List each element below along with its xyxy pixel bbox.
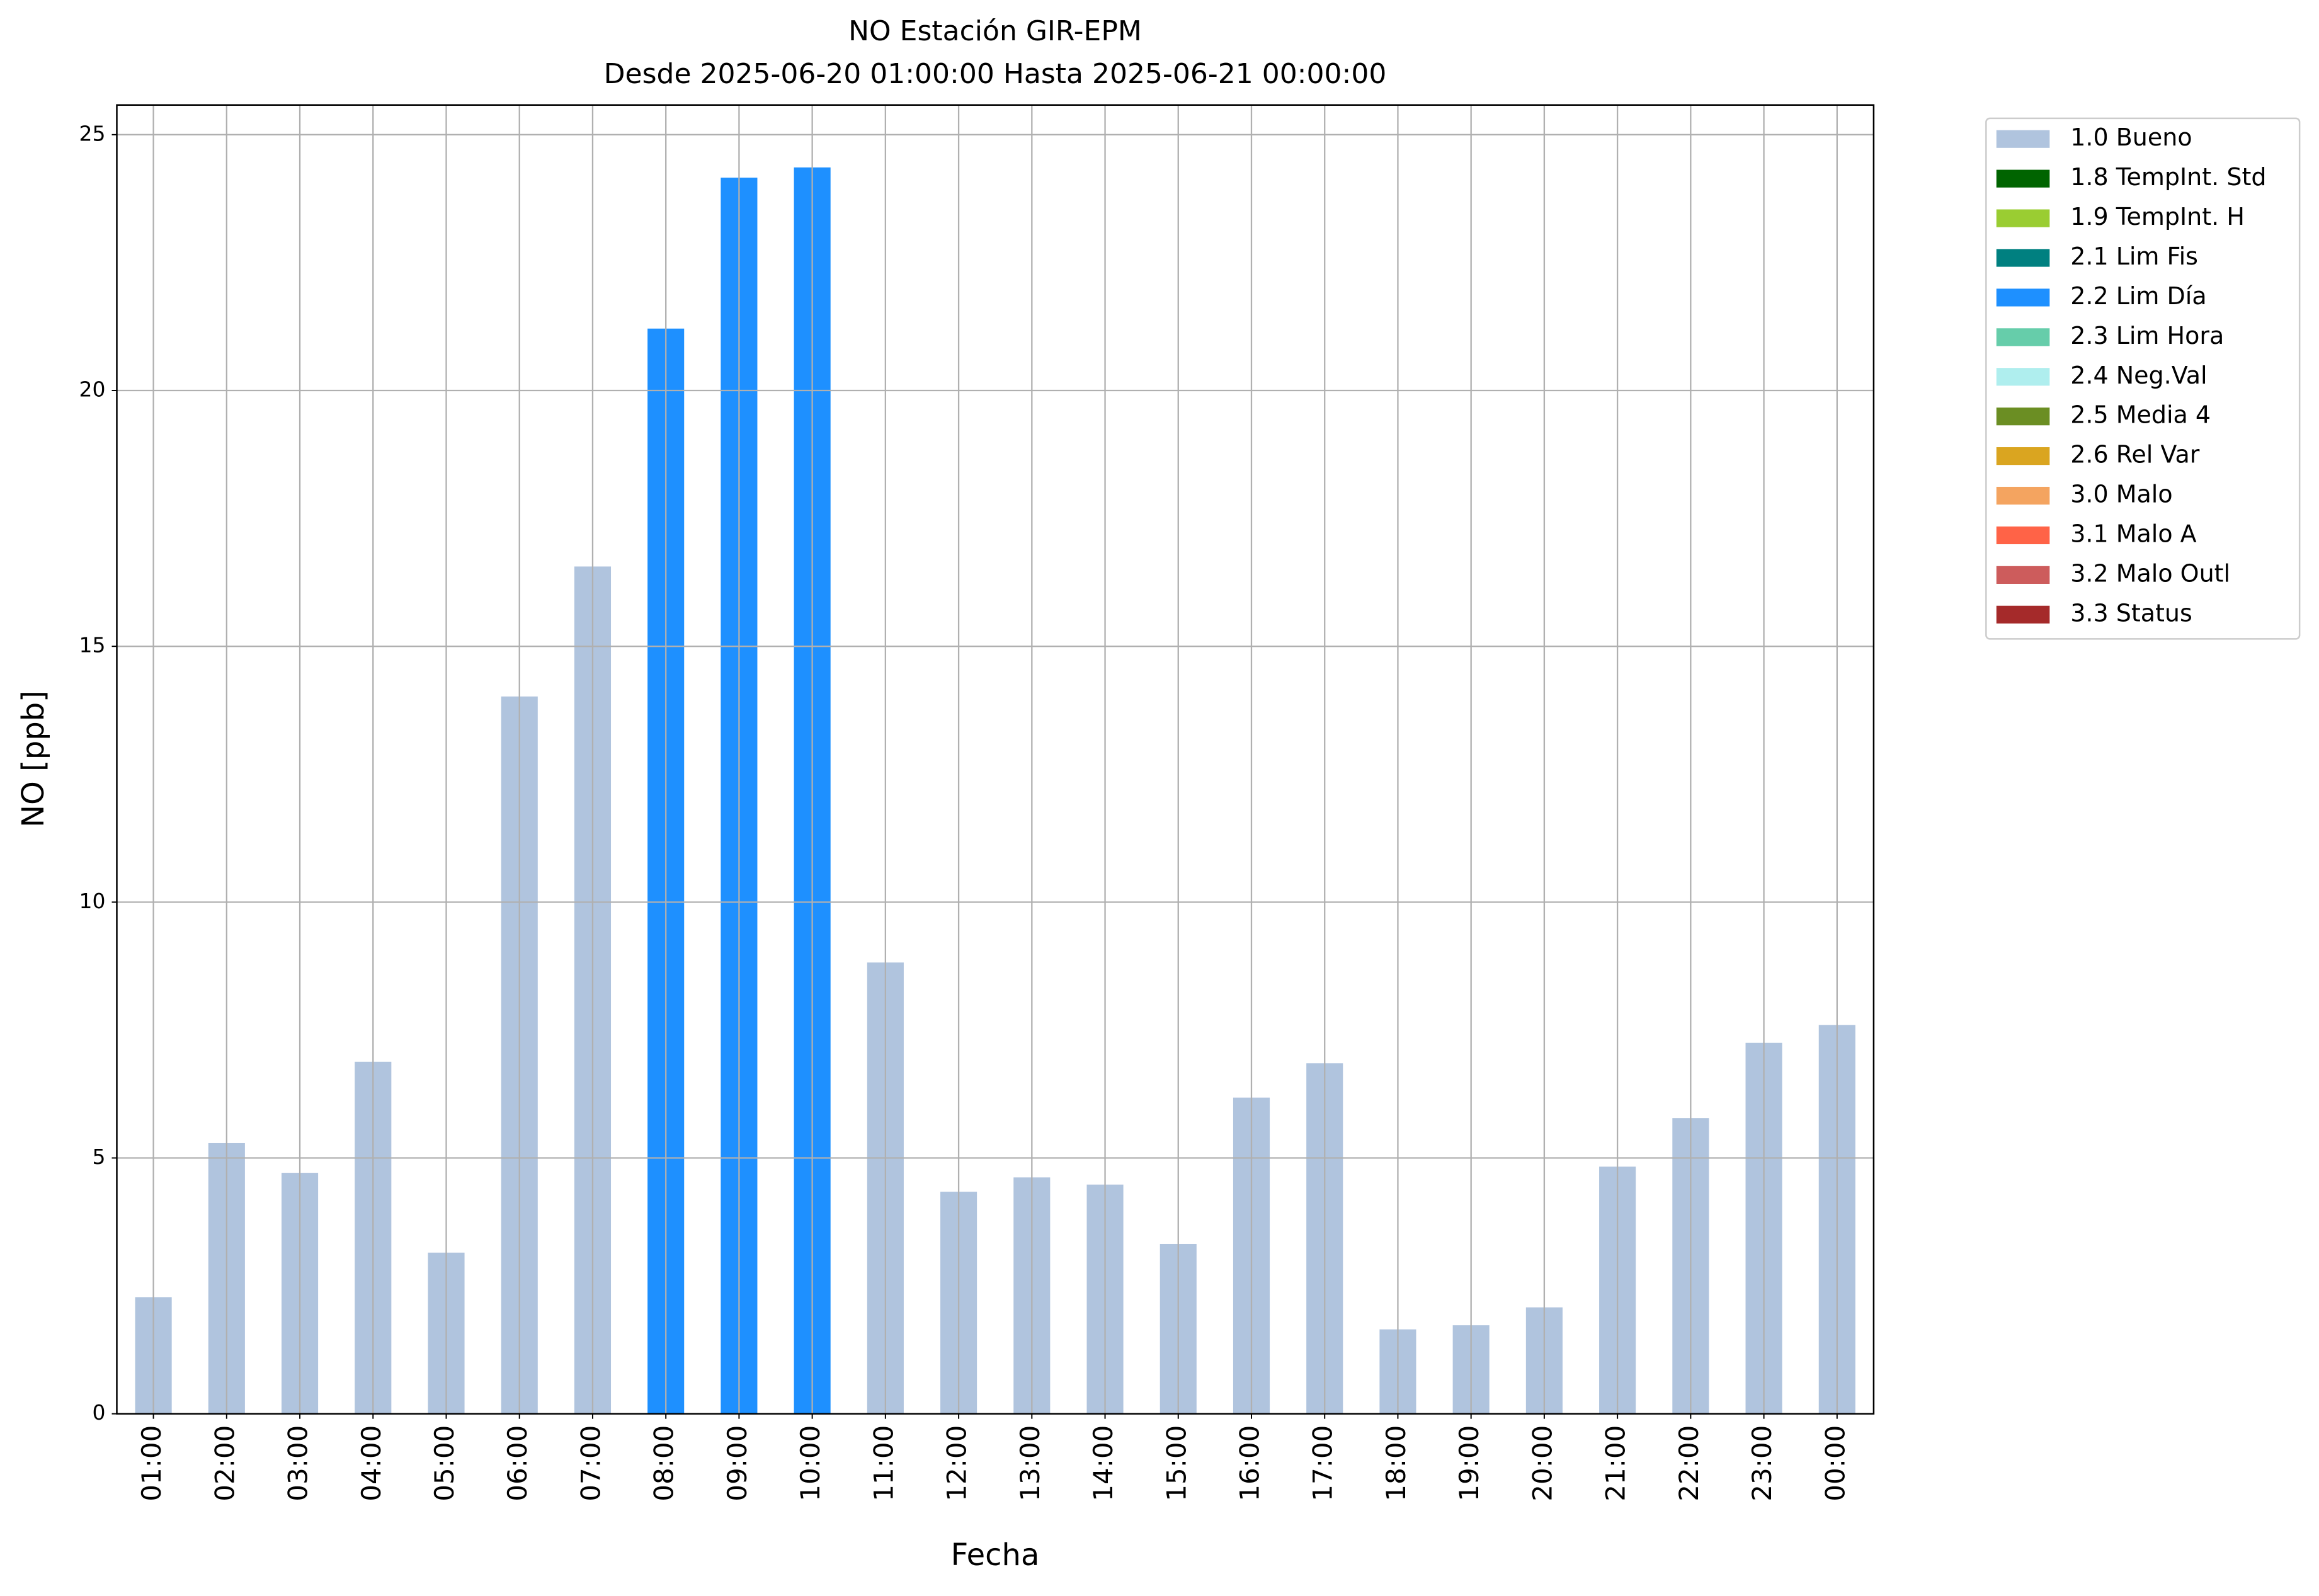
- legend-label: 1.8 TempInt. Std: [2070, 163, 2266, 191]
- x-tick-label: 15:00: [1161, 1425, 1192, 1502]
- legend-label: 2.1 Lim Fis: [2070, 242, 2198, 270]
- x-tick-label: 00:00: [1820, 1425, 1850, 1502]
- legend-swatch: [1996, 605, 2050, 624]
- x-tick-label: 07:00: [575, 1425, 606, 1502]
- x-tick-label: 04:00: [356, 1425, 387, 1502]
- x-tick-label: 13:00: [1015, 1425, 1046, 1502]
- y-tick-label: 0: [92, 1400, 105, 1425]
- legend-box: [1985, 117, 2301, 640]
- x-tick-label: 22:00: [1673, 1425, 1704, 1502]
- x-tick-label: 12:00: [942, 1425, 972, 1502]
- legend-swatch: [1996, 368, 2050, 386]
- legend-label: 2.2 Lim Día: [2070, 282, 2206, 310]
- x-tick-label: 18:00: [1381, 1425, 1411, 1502]
- legend-swatch: [1996, 408, 2050, 426]
- x-tick-label: 03:00: [283, 1425, 314, 1502]
- x-tick-label: 14:00: [1088, 1425, 1119, 1502]
- x-tick-label: 11:00: [868, 1425, 899, 1502]
- x-tick-label: 05:00: [429, 1425, 460, 1502]
- x-tick-label: 10:00: [795, 1425, 826, 1502]
- chart-subtitle: Desde 2025-06-20 01:00:00 Hasta 2025-06-…: [604, 58, 1387, 90]
- x-tick-label: 20:00: [1527, 1425, 1558, 1502]
- y-tick-label: 15: [79, 633, 105, 658]
- x-axis-label: Fecha: [951, 1537, 1040, 1573]
- legend-label: 3.2 Malo Outl: [2070, 559, 2230, 587]
- legend-swatch: [1996, 486, 2050, 505]
- x-tick-label: 19:00: [1454, 1425, 1484, 1502]
- y-tick-label: 25: [79, 121, 105, 145]
- x-tick-label: 23:00: [1746, 1425, 1777, 1502]
- legend-swatch: [1996, 249, 2050, 267]
- y-tick-label: 20: [79, 377, 105, 401]
- y-tick-label: 5: [92, 1144, 105, 1169]
- plot-frame: [116, 104, 1875, 1415]
- x-tick-label: 21:00: [1600, 1425, 1631, 1502]
- legend-label: 1.9 TempInt. H: [2070, 203, 2245, 231]
- y-axis-label: NO [ppb]: [16, 690, 51, 828]
- x-tick-label: 02:00: [209, 1425, 240, 1502]
- y-tick-label: 10: [79, 889, 105, 913]
- legend-swatch: [1996, 130, 2050, 148]
- x-tick-label: 08:00: [649, 1425, 680, 1502]
- legend-swatch: [1996, 566, 2050, 584]
- x-tick-label: 17:00: [1308, 1425, 1338, 1502]
- legend-swatch: [1996, 209, 2050, 227]
- x-tick-label: 09:00: [722, 1425, 753, 1502]
- legend-swatch: [1996, 526, 2050, 545]
- legend-label: 3.1 Malo A: [2070, 520, 2196, 547]
- legend-swatch: [1996, 169, 2050, 188]
- x-tick-label: 06:00: [502, 1425, 533, 1502]
- legend-label: 1.0 Bueno: [2070, 123, 2192, 151]
- legend-swatch: [1996, 288, 2050, 307]
- legend-label: 3.0 Malo: [2070, 481, 2172, 508]
- x-tick-label: 16:00: [1234, 1425, 1265, 1502]
- x-tick-label: 01:00: [136, 1425, 167, 1502]
- legend-label: 2.5 Media 4: [2070, 401, 2211, 429]
- legend-swatch: [1996, 447, 2050, 465]
- chart-title: NO Estación GIR-EPM: [848, 15, 1142, 47]
- legend-swatch: [1996, 328, 2050, 346]
- legend-label: 2.3 Lim Hora: [2070, 322, 2224, 350]
- legend-label: 3.3 Status: [2070, 599, 2192, 627]
- legend-label: 2.6 Rel Var: [2070, 441, 2200, 469]
- legend-label: 2.4 Neg.Val: [2070, 362, 2207, 389]
